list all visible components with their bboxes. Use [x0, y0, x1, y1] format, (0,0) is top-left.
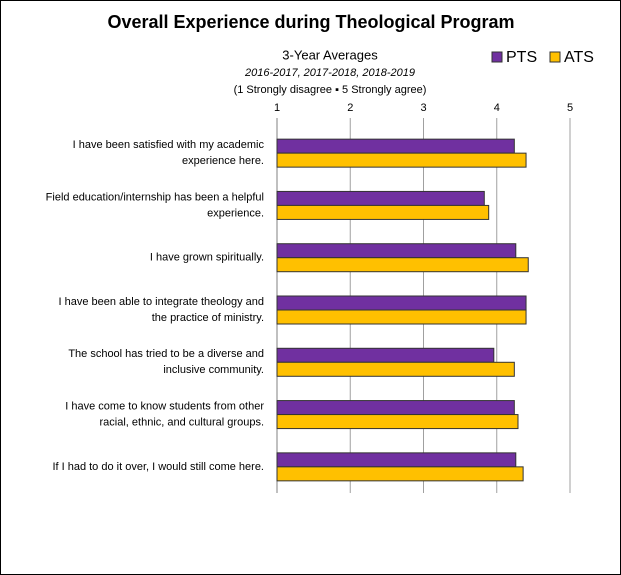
bar [276, 138, 515, 154]
category-label: I have grown spiritually. [150, 252, 264, 264]
bar [276, 152, 527, 168]
category-label: If I had to do it over, I would still co… [52, 461, 264, 473]
bar [276, 466, 524, 482]
subtitle: (1 Strongly disagree ▪ 5 Strongly agree) [234, 84, 427, 96]
bar [276, 190, 485, 206]
category-label: racial, ethnic, and cultural groups. [100, 416, 264, 428]
x-tick-label: 2 [347, 102, 353, 114]
subtitle: 3-Year Averages [282, 47, 378, 62]
category-label: The school has tried to be a diverse and [68, 348, 264, 360]
category-label: inclusive community. [163, 364, 264, 376]
legend-swatch [491, 51, 503, 63]
bar [276, 400, 515, 416]
x-tick-label: 5 [567, 102, 573, 114]
bar [276, 414, 519, 430]
category-label: I have been able to integrate theology a… [59, 296, 265, 308]
chart-title: Overall Experience during Theological Pr… [107, 12, 514, 32]
category-label: experience. [207, 207, 264, 219]
legend-swatch [549, 51, 561, 63]
category-label: I have come to know students from other [65, 400, 264, 412]
legend-label: ATS [564, 49, 594, 66]
x-tick-label: 4 [494, 102, 500, 114]
category-label: the practice of ministry. [152, 312, 264, 324]
category-label: I have been satisfied with my academic [73, 139, 265, 151]
bar [276, 257, 529, 273]
bar [276, 361, 515, 377]
bar [276, 295, 527, 311]
x-tick-label: 1 [274, 102, 280, 114]
bar [276, 204, 490, 220]
subtitle: 2016-2017, 2017-2018, 2018-2019 [244, 67, 415, 79]
bar [276, 243, 517, 259]
bar [276, 309, 527, 325]
bar [276, 347, 495, 363]
legend-label: PTS [506, 49, 537, 66]
x-tick-label: 3 [420, 102, 426, 114]
bar [276, 452, 517, 468]
category-label: Field education/internship has been a he… [46, 191, 264, 203]
category-label: experience here. [182, 155, 264, 167]
